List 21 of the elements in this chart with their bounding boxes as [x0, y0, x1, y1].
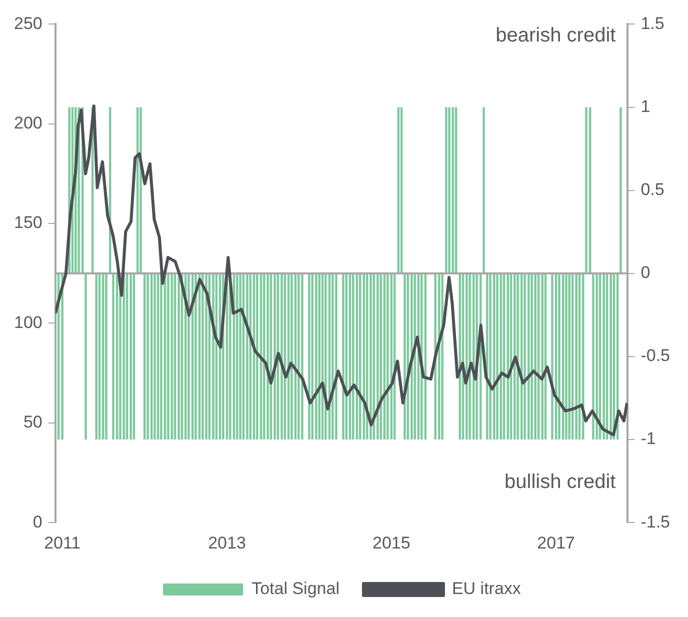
y-tick-label: 200	[14, 114, 42, 133]
y-tick-label: 100	[14, 312, 42, 332]
y-tick-label: 150	[14, 213, 42, 232]
x-tick-label: 2015	[372, 533, 410, 552]
legend-label: Total Signal	[252, 579, 340, 598]
annotation: bearish credit	[496, 24, 616, 47]
y2-tick-label: 1.5	[640, 14, 664, 33]
y2-tick-label: -1	[640, 429, 656, 448]
y2-tick-label: -1.5	[640, 512, 670, 532]
y-tick-label: 250	[14, 14, 42, 33]
y2-tick-label: 0	[640, 263, 650, 282]
y2-tick-label: -0.5	[640, 346, 670, 366]
x-tick-label: 2017	[537, 533, 575, 552]
legend-label: EU itraxx	[452, 579, 522, 598]
y-tick-label: 50	[23, 412, 42, 432]
y2-tick-label: 1	[640, 96, 650, 116]
y-tick-label: 0	[32, 512, 42, 532]
y2-tick-label: 0.5	[640, 180, 664, 200]
x-tick-label: 2011	[44, 533, 81, 552]
x-tick-label: 2013	[208, 533, 246, 552]
annotation: bullish credit	[504, 471, 616, 494]
